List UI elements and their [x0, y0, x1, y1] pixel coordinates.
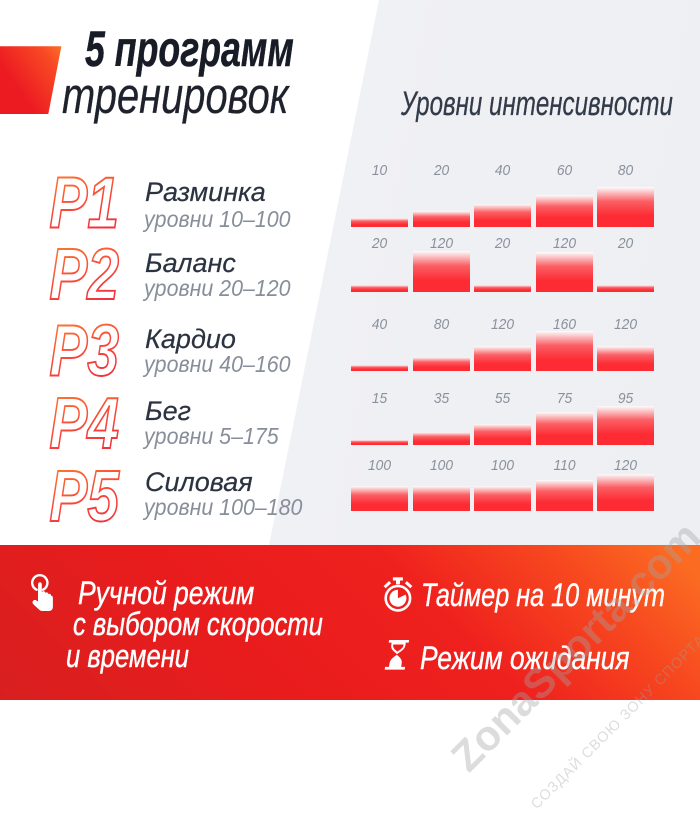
- svg-text:P5: P5: [49, 456, 119, 537]
- svg-text:P2: P2: [49, 234, 119, 315]
- svg-text:P3: P3: [49, 310, 119, 391]
- svg-text:P1: P1: [49, 162, 119, 243]
- svg-text:P4: P4: [49, 383, 119, 464]
